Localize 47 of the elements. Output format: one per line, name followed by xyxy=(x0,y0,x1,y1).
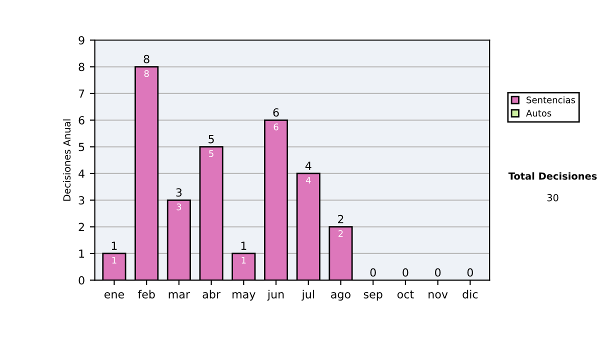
total-label: 0 xyxy=(467,268,473,277)
x-tick-label: sep xyxy=(364,292,382,301)
x-tick-label: jun xyxy=(267,290,284,301)
data-label: 1 xyxy=(242,256,246,264)
total-label: 6 xyxy=(273,108,279,117)
text: Total Decisiones xyxy=(508,172,597,180)
x-tick-label: may xyxy=(232,292,256,301)
x-tick-label: oct xyxy=(397,290,414,298)
legend-label: Autos xyxy=(526,110,552,117)
total-label: 1 xyxy=(241,242,246,250)
data-label: 5 xyxy=(209,150,214,157)
x-tick-label: ene xyxy=(104,292,124,298)
data-label: 4 xyxy=(306,176,311,184)
x-tick-label: jul xyxy=(302,290,314,301)
total-label: 5 xyxy=(208,135,214,144)
data-label: 6 xyxy=(274,123,278,130)
y-tick-label: 5 xyxy=(78,142,84,152)
y-tick-label: 4 xyxy=(78,170,84,178)
legend-label: Sentencias xyxy=(526,96,576,104)
x-tick-label: dic xyxy=(462,290,478,298)
y-tick-label: 9 xyxy=(78,36,84,44)
data-label: 1 xyxy=(112,256,116,264)
y-tick-label: 0 xyxy=(78,276,84,285)
x-tick-label: ago xyxy=(331,292,350,301)
y-tick-label: 3 xyxy=(78,196,84,205)
y-tick-label: 1 xyxy=(79,250,84,258)
text: 30 xyxy=(547,194,558,202)
y-tick-label: 2 xyxy=(78,222,84,232)
data-label: 2 xyxy=(338,230,343,237)
data-label: 3 xyxy=(176,204,182,210)
total-label: 2 xyxy=(338,214,344,224)
y-axis-title: Decisiones Anual xyxy=(63,119,71,201)
x-tick-label: abr xyxy=(202,290,221,298)
total-label: 4 xyxy=(305,162,312,170)
x-tick-label: mar xyxy=(168,292,190,298)
total-label: 0 xyxy=(435,268,441,277)
y-tick-label: 8 xyxy=(78,62,84,72)
x-tick-label: feb xyxy=(138,290,155,298)
total-label: 0 xyxy=(402,268,408,277)
total-label: 0 xyxy=(370,268,376,277)
total-label: 3 xyxy=(176,188,182,197)
total-label: 1 xyxy=(112,242,117,250)
data-label: 8 xyxy=(144,70,149,77)
y-tick-label: 7 xyxy=(78,90,84,98)
y-tick-label: 6 xyxy=(78,116,84,125)
x-tick-label: nov xyxy=(428,292,448,298)
total-label: 8 xyxy=(144,54,150,64)
